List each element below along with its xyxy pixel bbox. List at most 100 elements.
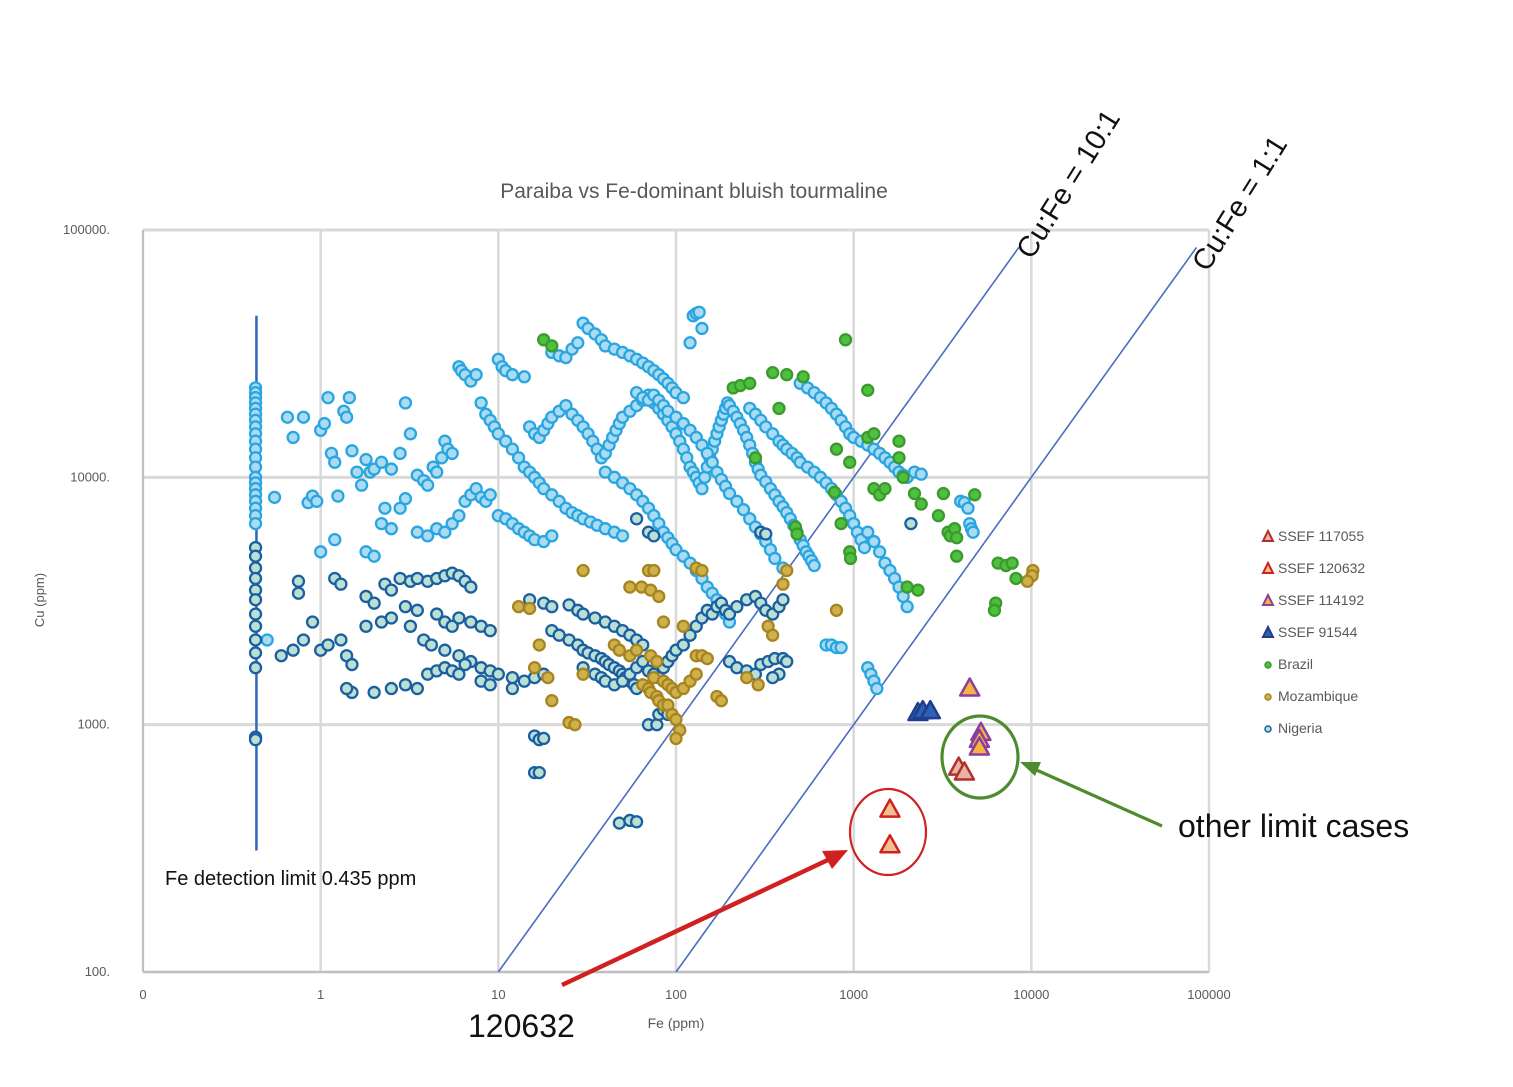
point-paraiba	[483, 488, 497, 502]
point-mozambique	[623, 580, 637, 594]
point-brazil	[843, 455, 857, 469]
point-brazil	[911, 583, 925, 597]
point-nigeria	[291, 574, 306, 588]
point-nigeria	[491, 667, 505, 681]
point-nigeria	[305, 615, 320, 629]
point-nigeria	[274, 649, 288, 663]
point-paraiba	[736, 503, 751, 517]
point-paraiba	[403, 427, 418, 441]
legend-label: SSEF 114192	[1278, 592, 1364, 608]
point-brazil	[968, 488, 982, 502]
point-mozambique	[541, 670, 555, 685]
point-brazil	[1009, 571, 1023, 586]
point-paraiba	[374, 455, 389, 469]
point-paraiba	[345, 444, 359, 458]
point-paraiba	[914, 467, 928, 481]
point-paraiba	[511, 451, 526, 465]
point-nigeria	[291, 586, 306, 600]
y-tick-label: 10000.	[70, 469, 110, 484]
legend-marker	[1261, 624, 1275, 638]
point-mozambique	[829, 603, 844, 617]
point-nigeria	[248, 619, 263, 633]
point-paraiba	[695, 482, 709, 496]
point-mozambique	[1020, 574, 1035, 588]
point-nigeria	[248, 646, 263, 660]
point-brazil	[892, 451, 906, 465]
y-axis-label: Cu (ppm)	[32, 573, 47, 627]
point-brazil	[861, 383, 875, 397]
y-tick-label: 1000.	[77, 717, 110, 732]
point-ssef-91544	[919, 699, 942, 720]
point-ssef-114192	[968, 736, 991, 756]
arrow-red-head	[822, 850, 848, 869]
point-paraiba	[505, 442, 520, 456]
point-nigeria	[505, 670, 520, 685]
point-nigeria	[367, 596, 381, 610]
point-nigeria	[339, 681, 354, 696]
point-paraiba	[966, 525, 980, 539]
point-nigeria	[430, 607, 444, 621]
point-mozambique	[612, 643, 627, 657]
point-mozambique	[695, 563, 709, 578]
point-mozambique	[545, 694, 559, 708]
legend-marker	[1261, 560, 1275, 574]
point-ssef-120632	[879, 798, 901, 818]
legend-label: SSEF 117055	[1278, 528, 1364, 544]
ratio-line-1-1	[675, 246, 1198, 973]
point-nigeria	[464, 580, 478, 594]
point-mozambique	[780, 563, 794, 578]
point-nigeria	[248, 661, 263, 675]
highlight-circle-limit-cases	[940, 714, 1020, 800]
point-mozambique	[766, 628, 780, 642]
point-nigeria	[248, 607, 263, 621]
point-brazil	[896, 470, 910, 484]
point-nigeria	[647, 529, 661, 543]
point-nigeria	[904, 516, 918, 531]
point-brazil	[950, 531, 964, 545]
point-ssef-117055	[953, 761, 976, 781]
point-mozambique	[511, 600, 526, 614]
legend-label: SSEF 120632	[1278, 560, 1365, 576]
point-paraiba	[692, 305, 706, 319]
point-paraiba	[730, 494, 744, 508]
point-nigeria	[410, 681, 424, 696]
point-nigeria	[676, 638, 691, 652]
point-brazil	[907, 486, 922, 501]
point-mozambique	[714, 694, 729, 708]
x-tick-label: 100	[665, 987, 687, 1002]
point-paraiba	[517, 370, 531, 384]
point-nigeria	[445, 619, 459, 633]
highlight-circle-120632	[848, 787, 928, 877]
point-brazil	[950, 549, 964, 563]
point-paraiba	[571, 336, 585, 350]
point-paraiba	[384, 522, 399, 536]
point-paraiba	[314, 545, 328, 559]
point-mozambique	[689, 667, 703, 681]
point-paraiba	[872, 545, 887, 559]
point-nigeria	[532, 765, 546, 780]
point-paraiba	[310, 494, 324, 508]
point-nigeria	[248, 732, 263, 747]
point-nigeria	[384, 611, 399, 625]
point-nigeria	[759, 527, 773, 541]
data-points	[248, 305, 1040, 854]
point-brazil	[936, 486, 951, 501]
point-paraiba	[359, 452, 373, 467]
point-paraiba	[438, 525, 452, 539]
point-paraiba	[452, 508, 466, 523]
point-nigeria	[730, 600, 744, 614]
point-nigeria	[452, 611, 466, 625]
point-paraiba	[867, 534, 881, 549]
x-tick-label: 1000	[839, 987, 868, 1002]
point-brazil	[834, 516, 848, 531]
point-nigeria	[438, 643, 452, 657]
point-nigeria	[505, 681, 520, 696]
point-brazil	[931, 508, 946, 523]
point-brazil	[892, 434, 906, 448]
point-mozambique	[751, 678, 765, 692]
point-nigeria	[458, 657, 472, 672]
sample-id-label: 120632	[468, 1008, 575, 1044]
point-mozambique	[532, 638, 546, 652]
x-tick-label: 0	[139, 987, 146, 1002]
point-mozambique	[522, 601, 537, 616]
